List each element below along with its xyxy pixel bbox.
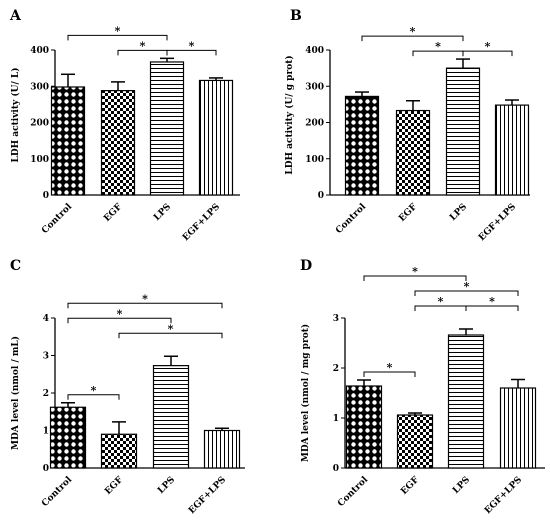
bar-control: [345, 385, 383, 469]
y-axis-label: MDA level (nmol / mg prot): [300, 324, 311, 462]
significance-bracket: [67, 302, 223, 309]
y-tick-label: 0: [43, 191, 49, 201]
significance-bracket: [67, 34, 168, 41]
significance-bracket: [67, 394, 120, 400]
significance-bracket: [67, 317, 172, 324]
y-tick-label: 200: [30, 119, 49, 129]
y-tick-label: 300: [305, 82, 324, 92]
significance-bracket: [462, 50, 513, 57]
category-label: EGF: [102, 202, 124, 224]
significance-star: *: [489, 295, 495, 308]
bar-control: [49, 406, 87, 469]
bar-lps: [149, 61, 185, 196]
y-tick-label: 1: [43, 427, 49, 437]
y-tick-label: 4: [43, 314, 49, 324]
significance-star: *: [387, 361, 393, 374]
y-tick-label: 400: [305, 46, 324, 56]
significance-star: *: [435, 40, 441, 53]
significance-bracket: [414, 290, 519, 296]
panel-b: B 0 100 200 300 400 LDH activity (U/ g prot) Co…: [284, 8, 530, 243]
panel-letter: C: [10, 258, 21, 274]
y-axis-label: LDH activity (U/ L): [10, 68, 21, 163]
significance-star: *: [140, 39, 146, 52]
category-label: LPS: [451, 475, 472, 496]
category-label: EGF+LPS: [181, 202, 222, 243]
y-tick-label: 2: [43, 389, 49, 399]
significance-star: *: [412, 265, 418, 278]
y-tick-label: 400: [30, 46, 49, 56]
bar-egf-lps: [198, 79, 234, 196]
significance-bracket: [118, 332, 223, 339]
y-axis-label: LDH activity (U/ g prot): [284, 55, 295, 174]
category-label: EGF: [397, 202, 419, 224]
category-label: Control: [40, 202, 74, 236]
bar-control: [50, 86, 86, 196]
category-label: EGF+LPS: [187, 475, 228, 516]
bar-lps: [445, 67, 481, 196]
bar-egf-lps: [499, 387, 537, 469]
significance-star: *: [438, 295, 444, 308]
bar-lps: [152, 365, 190, 469]
category-label: Control: [336, 475, 370, 509]
panel-letter: B: [290, 8, 302, 24]
significance-star: *: [168, 322, 174, 335]
significance-star: *: [464, 280, 470, 293]
panel-letter: D: [300, 258, 312, 274]
category-label: EGF: [399, 475, 421, 497]
y-tick-label: 200: [305, 119, 324, 129]
category-label: Control: [334, 202, 368, 236]
significance-bracket: [465, 305, 519, 311]
category-label: Control: [40, 475, 74, 509]
category-label: LPS: [448, 202, 469, 223]
bar-egf-lps: [494, 104, 530, 196]
bar-egf: [100, 89, 136, 196]
category-label: LPS: [152, 202, 173, 223]
bar-lps: [447, 334, 485, 469]
bar-control: [344, 95, 380, 196]
y-tick-label: 100: [305, 155, 324, 165]
category-label: EGF+LPS: [483, 475, 524, 516]
panel-a: A 0 100 200 300 400 LDH activity (U/ L) Control…: [9, 8, 240, 243]
category-label: LPS: [156, 475, 177, 496]
significance-star: *: [485, 40, 491, 53]
y-tick-label: 100: [30, 155, 49, 165]
significance-star: *: [189, 39, 195, 52]
panel-c: C 0 1 2 3 4 MDA level (nmol / mL) Control EGF LPS…: [10, 258, 245, 516]
significance-star: *: [117, 307, 123, 320]
bar-egf: [100, 433, 138, 469]
category-label: EGF: [103, 475, 125, 497]
bar-egf: [396, 414, 434, 469]
y-tick-label: 3: [333, 314, 339, 324]
bar-egf-lps: [203, 429, 241, 469]
significance-bracket: [361, 35, 464, 42]
y-tick-label: 0: [43, 464, 49, 474]
y-tick-label: 300: [30, 82, 49, 92]
panel-letter: A: [9, 8, 22, 24]
significance-star: *: [410, 25, 416, 38]
y-tick-label: 3: [43, 352, 49, 362]
y-tick-label: 1: [333, 414, 339, 424]
category-label: EGF+LPS: [477, 202, 518, 243]
panel-d: D 0 1 2 3 MDA level (nmol / mg prot) Control EG…: [300, 258, 545, 516]
significance-bracket: [363, 275, 467, 281]
y-tick-label: 0: [333, 464, 339, 474]
bar-egf: [395, 109, 431, 196]
significance-star: *: [142, 292, 148, 305]
significance-star: *: [115, 24, 121, 37]
y-tick-label: 2: [333, 364, 339, 374]
y-axis-label: MDA level (nmol / mL): [10, 336, 21, 450]
significance-bracket: [363, 371, 416, 377]
significance-star: *: [91, 384, 97, 397]
significance-bracket: [166, 49, 217, 56]
y-tick-label: 0: [318, 191, 324, 201]
